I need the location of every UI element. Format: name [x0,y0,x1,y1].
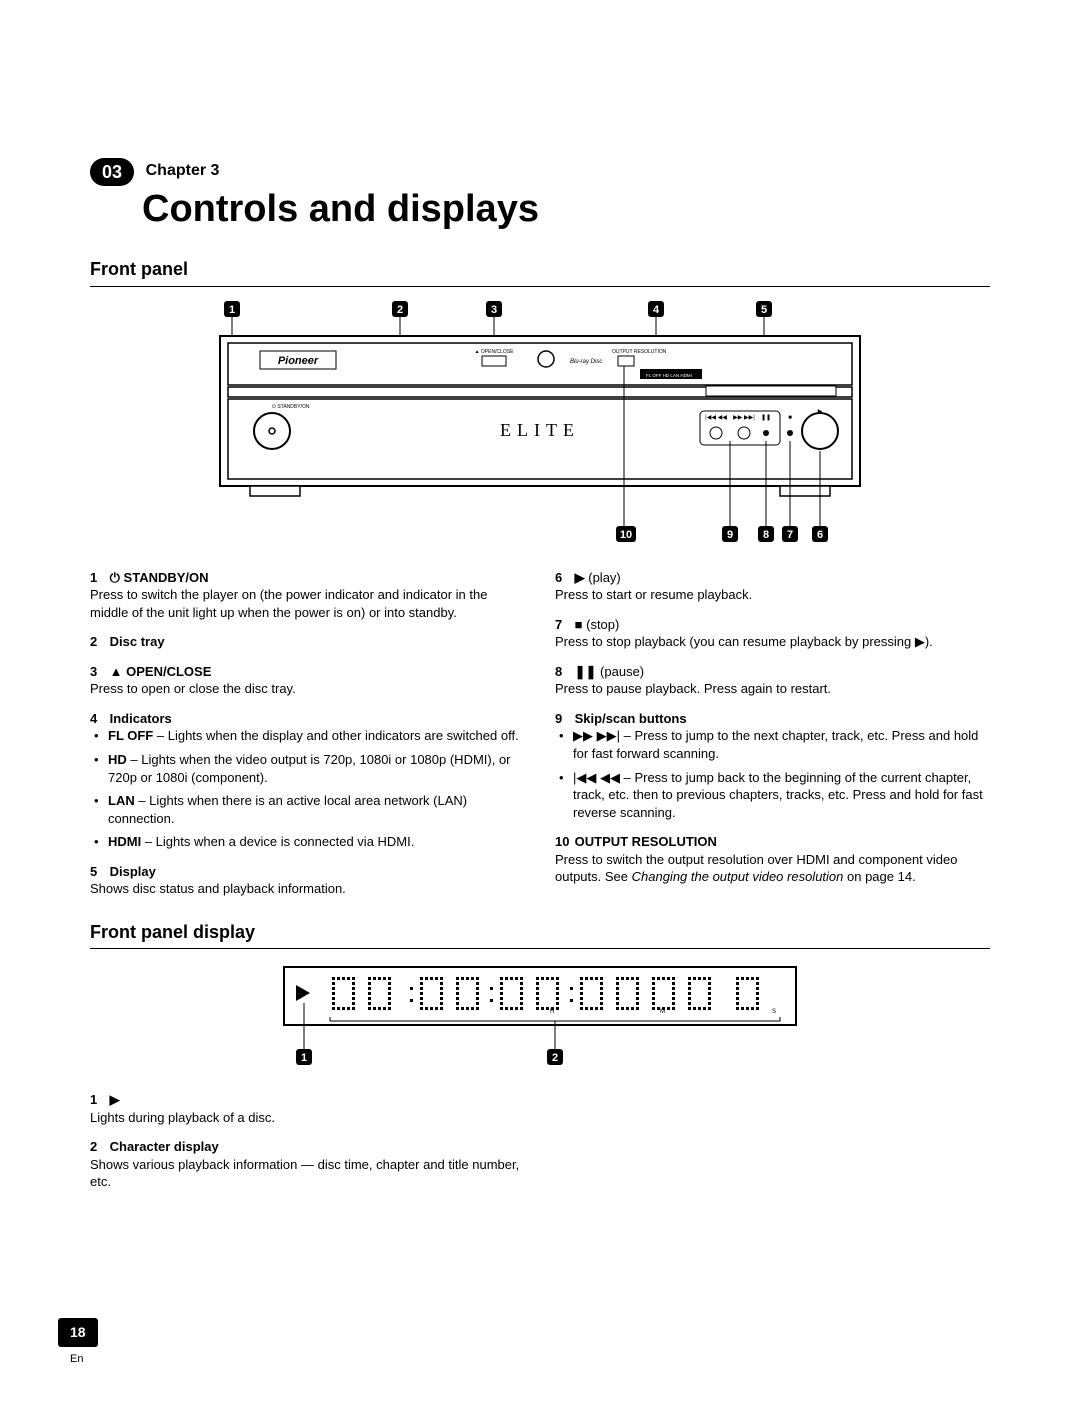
play-icon: ▶ [575,570,585,585]
svg-text:2: 2 [552,1052,558,1064]
svg-text:▶: ▶ [818,409,823,415]
svg-text:❚❚: ❚❚ [761,414,771,421]
display-item-2: 2 Character display Shows various playba… [90,1138,530,1191]
item-7: 7 ■ (stop) Press to stop playback (you c… [555,616,990,651]
svg-text:FL OFF HD LAN HDMI: FL OFF HD LAN HDMI [646,373,692,378]
svg-text:⏻ STANDBY/ON: ⏻ STANDBY/ON [272,404,310,410]
list-item: HDMI – Lights when a device is connected… [108,833,525,851]
item-6: 6 ▶ (play) Press to start or resume play… [555,569,990,604]
page-language: En [70,1352,83,1367]
item-1: 1 ⏻ STANDBY/ON Press to switch the playe… [90,569,525,622]
item-4: 4 Indicators FL OFF – Lights when the di… [90,710,525,851]
pause-icon: ❚❚ [575,664,597,679]
svg-text:|◀◀ ◀◀: |◀◀ ◀◀ [705,415,727,421]
section-front-panel: Front panel [90,257,990,286]
item-5: 5 Display Shows disc status and playback… [90,863,525,898]
right-column: 6 ▶ (play) Press to start or resume play… [555,569,990,910]
list-item: |◀◀ ◀◀ – Press to jump back to the begin… [573,769,990,822]
chapter-label: Chapter 3 [146,162,220,179]
svg-text:ELITE: ELITE [500,420,580,440]
svg-text:10: 10 [620,529,632,541]
svg-text:4: 4 [653,304,660,316]
page-title: Controls and displays [142,184,990,235]
stop-icon: ■ [575,617,583,632]
svg-text:8: 8 [763,529,769,541]
svg-text:9: 9 [727,529,733,541]
svg-text:5: 5 [761,304,767,316]
svg-text:2: 2 [397,304,403,316]
list-item: FL OFF – Lights when the display and oth… [108,727,525,745]
left-column: 1 ⏻ STANDBY/ON Press to switch the playe… [90,569,525,910]
play-icon: ▶ [110,1092,120,1107]
svg-text:OUTPUT RESOLUTION: OUTPUT RESOLUTION [612,349,667,355]
section-front-panel-display: Front panel display [90,920,990,949]
front-panel-display-descriptions: 1 ▶ Lights during playback of a disc. 2 … [90,1091,530,1191]
front-panel-display-diagram: H M S 1 2 [90,963,990,1073]
svg-text:1: 1 [229,304,235,316]
page-number: 18 [58,1318,98,1347]
item-8: 8 ❚❚ (pause) Press to pause playback. Pr… [555,663,990,698]
list-item: HD – Lights when the video output is 720… [108,751,525,786]
svg-text:■: ■ [788,415,792,421]
list-item: ▶▶ ▶▶| – Press to jump to the next chapt… [573,727,990,762]
list-item: LAN – Lights when there is an active loc… [108,792,525,827]
item-9: 9 Skip/scan buttons ▶▶ ▶▶| – Press to ju… [555,710,990,821]
svg-text:▲ OPEN/CLOSE: ▲ OPEN/CLOSE [475,349,515,355]
item-10: 10 OUTPUT RESOLUTION Press to switch the… [555,833,990,886]
svg-text:Blu-ray Disc: Blu-ray Disc [570,359,602,365]
item-3: 3 ▲ OPEN/CLOSE Press to open or close th… [90,663,525,698]
power-icon: ⏻ [110,570,120,585]
front-panel-diagram: 1 2 3 4 5 Pioneer ▲ OPEN/CLOSE Blu-ray D… [90,301,990,551]
svg-text:1: 1 [301,1052,307,1064]
svg-text:S: S [772,1009,776,1015]
svg-text:Pioneer: Pioneer [278,355,319,367]
svg-text:▶▶ ▶▶|: ▶▶ ▶▶| [733,415,755,421]
svg-text:7: 7 [787,529,793,541]
eject-icon: ▲ [110,664,123,679]
svg-text:6: 6 [817,529,823,541]
chapter-badge: 03 [90,158,134,186]
svg-text:3: 3 [491,304,497,316]
item-2: 2 Disc tray [90,633,525,651]
display-item-1: 1 ▶ Lights during playback of a disc. [90,1091,530,1126]
front-panel-descriptions: 1 ⏻ STANDBY/ON Press to switch the playe… [90,569,990,910]
